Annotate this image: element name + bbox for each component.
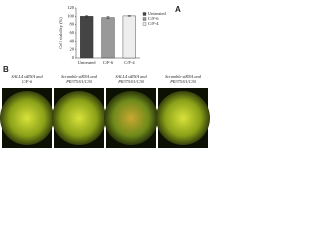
image-caption: PR375/01/C30 [65, 79, 92, 84]
micrograph [156, 91, 210, 145]
legend-swatch [142, 12, 147, 16]
micrographs [0, 88, 210, 148]
image-caption: PR375/01/C30 [117, 79, 144, 84]
y-axis-label: Cell viability (%) [58, 17, 63, 49]
bar [101, 17, 115, 59]
image-caption: SALL4 siRNA and [11, 74, 43, 79]
y-tick-label: 60 [70, 30, 75, 35]
legend-label: C/F-6 [148, 16, 159, 21]
image-caption: PR375/01/C30 [169, 79, 196, 84]
y-tick-label: 80 [70, 22, 75, 27]
y-tick-label: 120 [67, 5, 75, 10]
error-bar [106, 16, 110, 20]
x-tick-label: Untreated [78, 60, 96, 65]
bar [80, 16, 94, 59]
micrograph [104, 91, 158, 145]
panel-label: A [175, 5, 181, 14]
figure: A Cell viability (%) B 0 20 40 60 80 100 120 Un… [0, 5, 210, 148]
error-bar [85, 15, 89, 18]
y-tick-label: 0 [72, 55, 75, 60]
legend-swatch [142, 17, 147, 21]
x-tick-label: C/F-4 [124, 60, 135, 65]
legend-label: C/F-4 [148, 21, 159, 26]
bar [122, 15, 136, 59]
image-caption: SALL4 siRNA and [115, 74, 147, 79]
image-caption: Scramble siRNA and [165, 74, 202, 79]
y-tick-label: 100 [67, 13, 75, 18]
micrograph [0, 91, 54, 145]
micrograph [52, 91, 106, 145]
legend-swatch [142, 22, 147, 26]
y-tick-label: 20 [70, 47, 75, 52]
panel-label: B [3, 65, 9, 74]
image-caption: C/F-6 [22, 79, 33, 84]
error-bar [127, 15, 131, 17]
y-tick-label: 40 [70, 38, 75, 43]
legend-label: Untreated [148, 11, 166, 16]
x-tick-label: C/F-6 [103, 60, 114, 65]
image-caption: Scramble siRNA and [61, 74, 98, 79]
